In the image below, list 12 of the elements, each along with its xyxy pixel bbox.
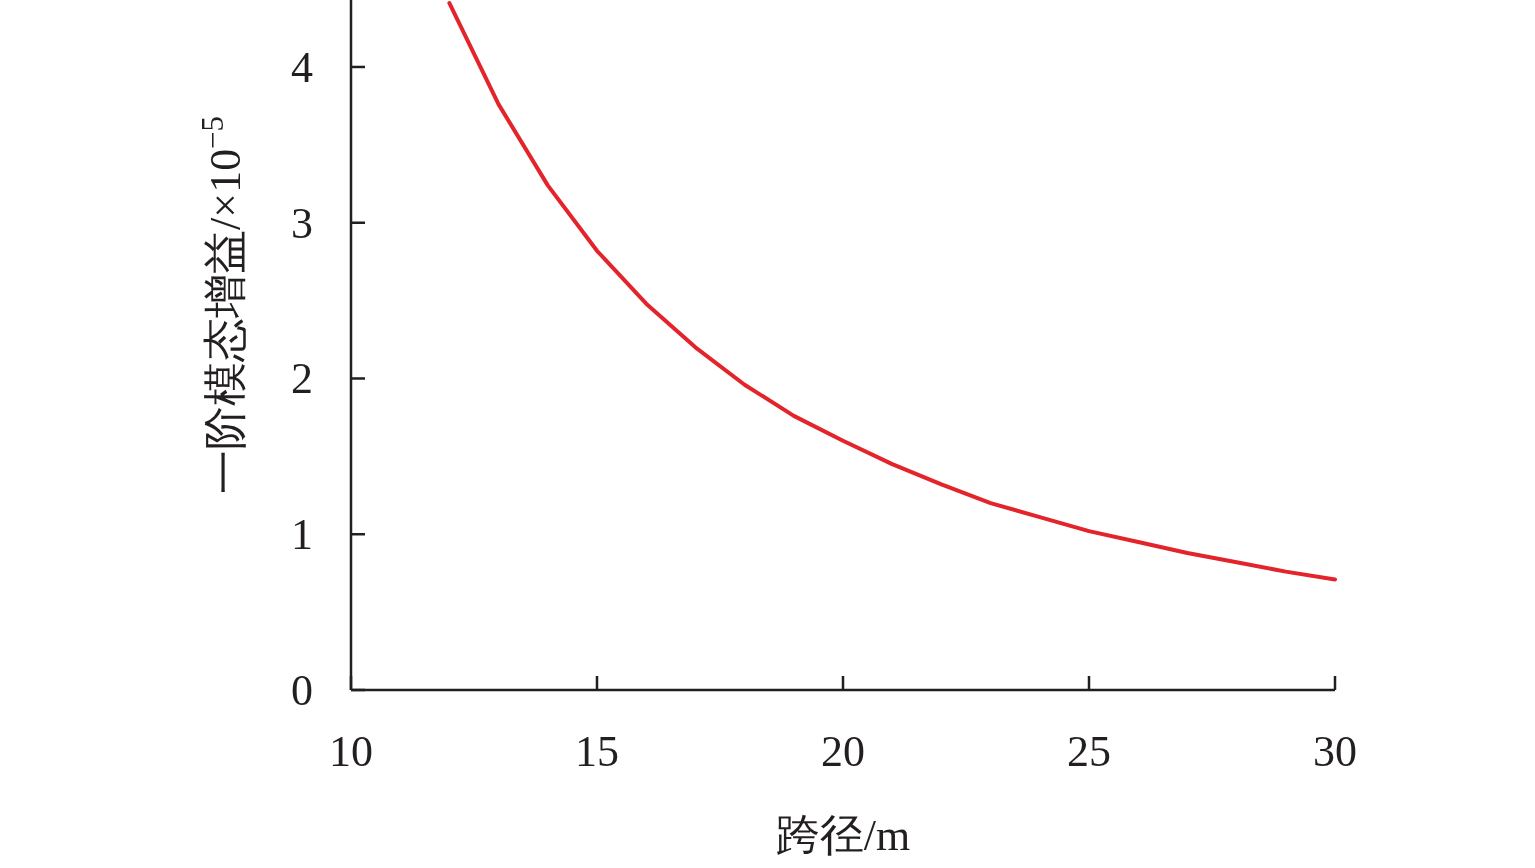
y-tick-label: 3 bbox=[291, 198, 313, 248]
y-tick-label: 4 bbox=[291, 42, 313, 92]
x-tick-label: 10 bbox=[329, 727, 373, 776]
x-tick-label: 30 bbox=[1313, 727, 1357, 776]
x-axis-title: 跨径/m bbox=[775, 811, 911, 860]
x-tick-label: 25 bbox=[1067, 727, 1111, 776]
x-tick-label: 20 bbox=[821, 727, 865, 776]
line-series bbox=[447, 1, 1337, 582]
y-tick-label: 1 bbox=[291, 510, 313, 560]
y-tick-label: 2 bbox=[291, 354, 313, 404]
y-tick-label: 0 bbox=[291, 666, 313, 715]
x-tick-label: 15 bbox=[575, 727, 619, 776]
